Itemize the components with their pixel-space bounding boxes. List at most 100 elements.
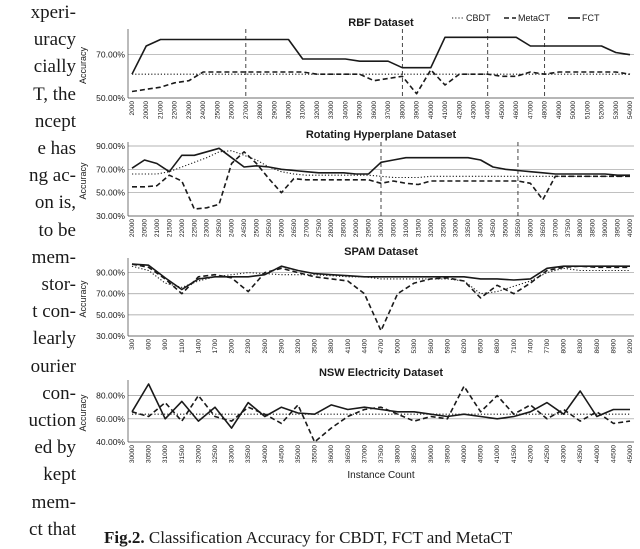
x-tick-label: 600 [146,339,153,350]
y-tick-label: 70.00% [96,164,125,174]
y-tick-label: 50.00% [96,310,125,320]
series-line-metact [131,69,631,95]
x-tick-label: 25000 [254,219,261,237]
x-tick-label: 23500 [216,219,223,237]
x-tick-label: 39000 [602,219,609,237]
x-tick-label: 24000 [200,101,207,119]
chart-2: Rotating Hyperplane Dataset Accuracy 30.00… [78,129,634,237]
x-tick-label: 31000 [300,101,307,119]
y-tick-label: 70.00% [96,289,125,299]
body-text-line: ourier [30,355,76,377]
y-tick-label: 30.00% [96,331,125,341]
body-text-line: t con- [32,301,76,323]
series-line-metact [132,151,630,210]
x-tick-label: 24000 [229,219,236,237]
x-tick-label: 27500 [316,219,323,237]
x-tick-label: 34000 [478,219,485,237]
x-tick-label: 2000 [229,339,236,354]
body-text-line: e has [37,138,76,159]
x-tick-label: 41500 [511,445,518,463]
x-tick-label: 34500 [490,219,497,237]
x-tick-label: 3200 [295,339,302,354]
x-tick-label: 43000 [470,101,477,119]
y-tick-label: 90.00% [96,141,125,151]
x-tick-label: 44000 [485,101,492,119]
x-tick-label: 36000 [328,445,335,463]
figure: CBDT MetaCT FCT RBF Dataset Accuracy 50.00% 70… [76,0,640,549]
x-tick-label: 31000 [162,445,169,463]
x-tick-label: 21500 [166,219,173,237]
x-tick-label: 35500 [515,219,522,237]
x-tick-label: 30000 [129,445,136,463]
x-tick-label: 50000 [570,101,577,119]
chart-title: Rotating Hyperplane Dataset [306,129,457,141]
x-tick-label: 51000 [584,101,591,119]
x-tick-label: 41000 [494,445,501,463]
x-tick-label: 43500 [577,445,584,463]
body-text-line: con- [42,382,76,404]
x-tick-label: 20000 [143,101,150,119]
y-axis-label: Accuracy [78,394,88,432]
x-tick-label: 38500 [411,445,418,463]
y-tick-label: 50.00% [96,188,125,198]
y-tick-label: 80.00% [96,391,125,401]
x-tick-label: 39500 [615,219,622,237]
series-line-cbdt [131,265,630,295]
x-tick-label: 44500 [610,445,617,463]
x-tick-label: 54000 [627,101,634,119]
x-tick-label: 35500 [312,445,319,463]
x-tick-label: 28000 [328,219,335,237]
x-tick-label: 300 [129,339,136,350]
body-text-fragment: xperi-uracy cially T, the ncept e has ng ac-o… [0,0,77,549]
x-tick-label: 26000 [278,219,285,237]
x-tick-label: 42500 [544,445,551,463]
x-tick-label: 35000 [503,219,510,237]
x-tick-label: 42000 [456,101,463,119]
x-tick-label: 22000 [172,101,179,119]
x-tick-label: 37000 [361,445,368,463]
x-tick-label: 7700 [544,339,551,354]
x-tick-label: 1400 [195,339,202,354]
series-line-fct [131,263,630,291]
y-tick-label: 40.00% [96,437,125,447]
y-tick-label: 70.00% [96,50,125,60]
x-tick-label: 39000 [414,101,421,119]
x-tick-label: 36000 [527,219,534,237]
x-tick-label: 9200 [627,339,634,354]
y-axis-label: Accuracy [78,280,88,318]
x-tick-label: 6200 [461,339,468,354]
charts-svg: CBDT MetaCT FCT RBF Dataset Accuracy 50.00% 70… [78,13,634,481]
x-tick-label: 39000 [428,445,435,463]
x-tick-label: 39500 [444,445,451,463]
x-tick-label: 27000 [303,219,310,237]
x-tick-label: 29000 [353,219,360,237]
x-tick-label: 45000 [499,101,506,119]
x-tick-label: 29000 [271,101,278,119]
x-tick-label: 29500 [366,219,373,237]
chart-title: NSW Electricity Dataset [319,367,443,379]
x-tick-label: 44000 [594,445,601,463]
series-line-fct [131,383,630,429]
x-tick-label: 53000 [613,101,620,119]
x-tick-label: 43000 [561,445,568,463]
x-tick-label: 33000 [453,219,460,237]
legend-label-metact: MetaCT [518,13,551,23]
x-tick-label: 32000 [195,445,202,463]
x-tick-label: 30000 [286,101,293,119]
body-text-line: uction [28,410,77,431]
y-tick-label: 30.00% [96,211,125,221]
x-tick-label: 3800 [328,339,335,354]
x-tick-label: 33500 [465,219,472,237]
x-tick-label: 30500 [146,445,153,463]
x-tick-label: 49000 [556,101,563,119]
x-tick-label: 37500 [378,445,385,463]
x-tick-label: 2000 [129,101,136,116]
x-tick-label: 37000 [552,219,559,237]
x-tick-label: 33000 [328,101,335,119]
x-tick-label: 32500 [440,219,447,237]
x-tick-label: 20000 [129,219,136,237]
x-tick-label: 32000 [428,219,435,237]
y-axis-label: Accuracy [78,46,88,84]
x-tick-label: 33000 [229,445,236,463]
body-text-line: cially [33,56,76,78]
